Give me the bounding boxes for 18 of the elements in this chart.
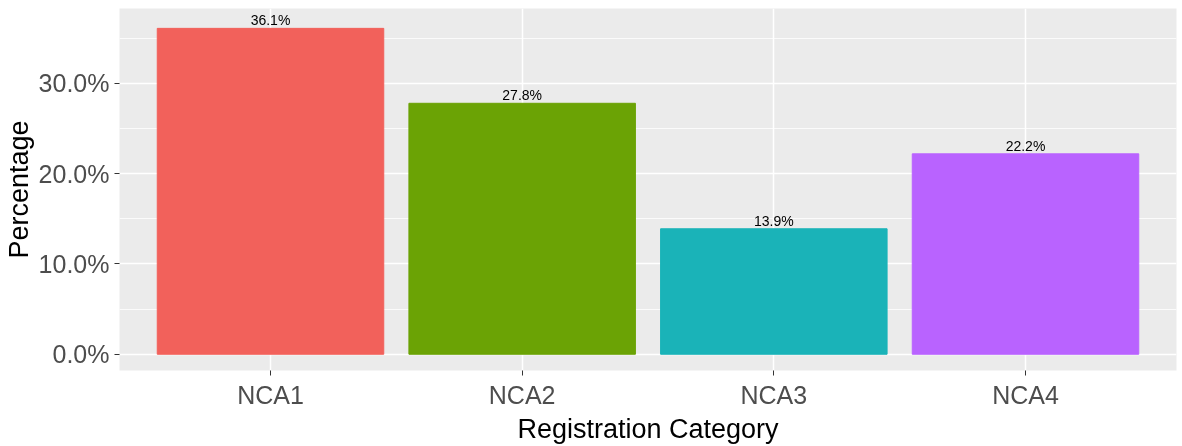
data-label: 22.2% <box>1005 137 1046 154</box>
x-axis-title: Registration Category <box>517 413 780 444</box>
x-tick-label: NCA3 <box>740 380 808 409</box>
bar <box>911 153 1140 355</box>
y-tick-label: 30.0% <box>38 69 110 98</box>
x-tick-label: NCA2 <box>488 380 556 409</box>
bar <box>408 102 636 355</box>
data-label: 13.9% <box>753 212 794 229</box>
data-label: 36.1% <box>250 12 291 29</box>
x-tick-label: NCA4 <box>992 380 1059 409</box>
y-tick-label: 10.0% <box>38 249 110 278</box>
y-tick-label: 20.0% <box>38 159 110 188</box>
x-tick-label: NCA1 <box>237 380 304 409</box>
bar <box>660 228 888 355</box>
y-tick-label: 0.0% <box>52 340 110 369</box>
bar <box>156 27 385 355</box>
data-label: 27.8% <box>502 87 543 104</box>
y-axis-title: Percentage <box>3 120 34 259</box>
